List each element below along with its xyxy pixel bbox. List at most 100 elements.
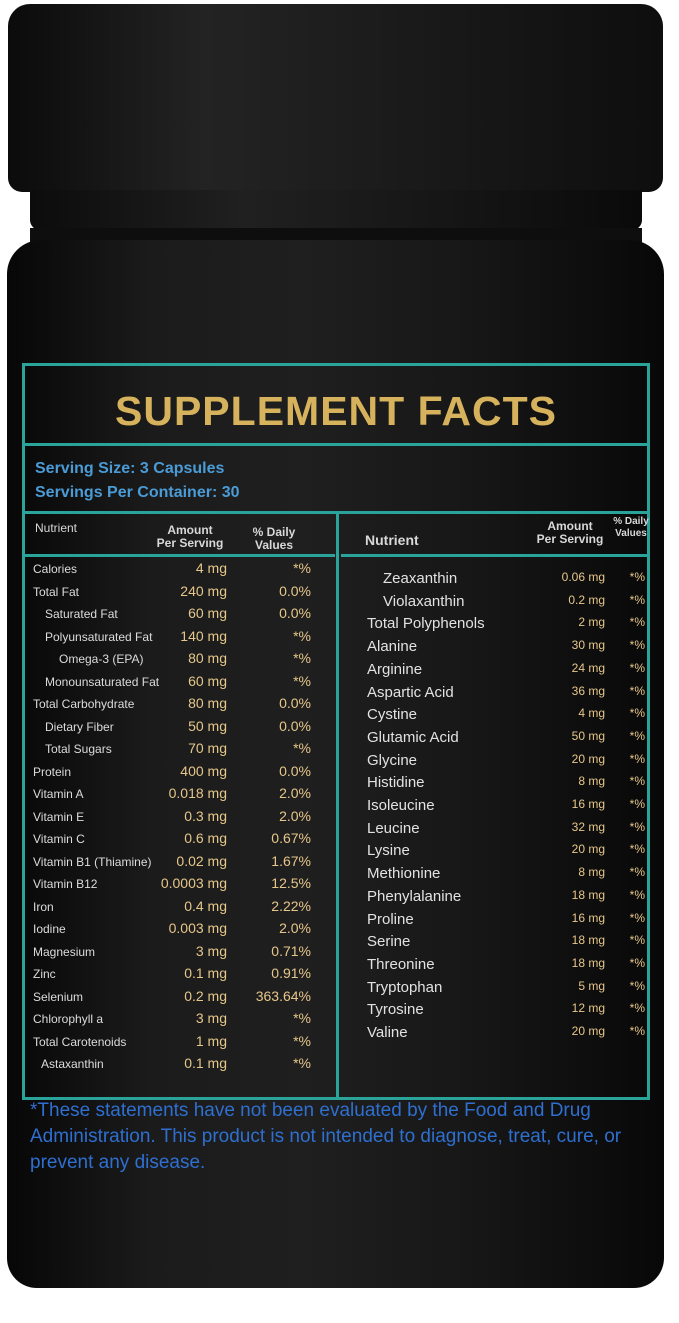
nutrient-name: Astaxanthin bbox=[41, 1057, 104, 1071]
left-nutrient-row: Vitamin B1 (Thiamine) 0.02 mg 1.67% bbox=[25, 853, 335, 875]
nutrient-name: Protein bbox=[33, 764, 72, 779]
nutrient-daily-value: *% bbox=[629, 592, 645, 607]
nutrient-name: Total Carbohydrate bbox=[33, 697, 135, 711]
nutrient-name: Iron bbox=[33, 899, 54, 914]
nutrient-amount: 18 mg bbox=[571, 955, 605, 970]
nutrient-daily-value: *% bbox=[629, 1001, 645, 1016]
nutrient-name: Zeaxanthin bbox=[383, 570, 458, 587]
nutrient-daily-value: 0.67% bbox=[271, 830, 311, 846]
nutrient-daily-value: *% bbox=[629, 774, 645, 789]
nutrient-amount: 5 mg bbox=[578, 978, 605, 993]
nutrient-daily-value: *% bbox=[629, 570, 645, 584]
nutrient-amount: 2 mg bbox=[578, 615, 605, 630]
nutrient-name: Chlorophyll a bbox=[33, 1012, 104, 1026]
nutrient-daily-value: 2.22% bbox=[271, 897, 311, 914]
nutrient-daily-value: 12.5% bbox=[271, 875, 311, 891]
nutrient-daily-value: *% bbox=[629, 842, 645, 857]
right-nutrient-row: Serine 18 mg *% bbox=[341, 933, 647, 955]
bottle-body bbox=[7, 240, 664, 1288]
nutrient-amount: 3 mg bbox=[195, 1010, 227, 1026]
nutrient-name: Vitamin C bbox=[33, 832, 85, 846]
nutrient-amount: 18 mg bbox=[571, 933, 605, 948]
nutrient-name: Methionine bbox=[367, 865, 441, 883]
nutrient-amount: 0.02 mg bbox=[176, 852, 227, 869]
nutrient-name: Selenium bbox=[33, 989, 84, 1004]
right-nutrient-row: Methionine 8 mg *% bbox=[341, 865, 647, 887]
nutrient-name: Iodine bbox=[33, 922, 66, 936]
right-nutrient-row: Threonine 18 mg *% bbox=[341, 956, 647, 978]
nutrient-name: Calories bbox=[33, 562, 78, 576]
nutrient-daily-value: 2.0% bbox=[279, 920, 311, 936]
nutrient-amount: 12 mg bbox=[571, 1001, 605, 1016]
nutrient-daily-value: *% bbox=[293, 1032, 311, 1049]
nutrient-amount: 4 mg bbox=[578, 706, 605, 721]
nutrient-name: Lysine bbox=[367, 842, 410, 860]
left-nutrient-row: Protein 400 mg 0.0% bbox=[25, 763, 335, 785]
nutrient-amount: 50 mg bbox=[571, 728, 605, 743]
nutrient-name: Magnesium bbox=[33, 944, 96, 959]
nutrient-amount: 32 mg bbox=[571, 819, 605, 834]
nutrient-amount: 0.3 mg bbox=[184, 807, 227, 824]
nutrient-name: Total Fat bbox=[33, 584, 80, 599]
right-nutrient-row: Histidine 8 mg *% bbox=[341, 774, 647, 796]
nutrient-name: Vitamin B12 bbox=[33, 877, 98, 891]
fda-disclaimer: *These statements have not been evaluate… bbox=[30, 1100, 622, 1173]
nutrient-amount: 0.6 mg bbox=[184, 830, 227, 846]
left-nutrient-row: Astaxanthin 0.1 mg *% bbox=[25, 1055, 335, 1077]
left-nutrient-row: Total Sugars 70 mg *% bbox=[25, 740, 335, 762]
left-nutrient-row: Vitamin E 0.3 mg 2.0% bbox=[25, 808, 335, 830]
nutrient-daily-value: *% bbox=[293, 1010, 311, 1026]
nutrient-name: Vitamin E bbox=[33, 809, 85, 824]
right-header-amount: Amount Per Serving bbox=[536, 519, 604, 546]
supplement-facts-panel: SUPPLEMENT FACTS Serving Size: 3 Capsule… bbox=[22, 363, 650, 1100]
nutrient-name: Leucine bbox=[367, 819, 420, 837]
serving-size: Serving Size: 3 Capsules bbox=[35, 460, 225, 477]
nutrient-name: Proline bbox=[367, 910, 414, 928]
nutrient-amount: 8 mg bbox=[578, 774, 605, 789]
left-nutrient-row: Vitamin B12 0.0003 mg 12.5% bbox=[25, 875, 335, 897]
nutrient-amount: 8 mg bbox=[578, 865, 605, 880]
left-nutrient-row: Saturated Fat 60 mg 0.0% bbox=[25, 605, 335, 627]
nutrient-name: Total Polyphenols bbox=[367, 615, 485, 633]
nutrient-name: Dietary Fiber bbox=[45, 719, 114, 734]
left-nutrient-row: Total Fat 240 mg 0.0% bbox=[25, 583, 335, 605]
left-nutrient-row: Omega-3 (EPA) 80 mg *% bbox=[25, 650, 335, 672]
nutrient-amount: 0.06 mg bbox=[561, 570, 605, 584]
nutrient-amount: 0.003 mg bbox=[168, 920, 227, 936]
nutrient-name: Polyunsaturated Fat bbox=[45, 629, 153, 644]
nutrient-amount: 240 mg bbox=[180, 582, 227, 599]
nutrient-amount: 0.1 mg bbox=[184, 1055, 227, 1071]
left-nutrient-row: Chlorophyll a 3 mg *% bbox=[25, 1010, 335, 1032]
nutrient-daily-value: *% bbox=[629, 706, 645, 721]
nutrient-amount: 60 mg bbox=[188, 672, 227, 689]
nutrient-daily-value: *% bbox=[629, 910, 645, 925]
nutrient-daily-value: *% bbox=[629, 1024, 645, 1038]
nutrient-name: Phenylalanine bbox=[367, 887, 462, 905]
nutrient-amount: 1 mg bbox=[195, 1032, 227, 1049]
nutrient-amount: 80 mg bbox=[188, 695, 227, 711]
left-nutrient-row: Selenium 0.2 mg 363.64% bbox=[25, 988, 335, 1010]
nutrient-name: Arginine bbox=[367, 660, 423, 678]
left-nutrient-row: Magnesium 3 mg 0.71% bbox=[25, 943, 335, 965]
right-nutrient-row: Leucine 32 mg *% bbox=[341, 820, 647, 842]
nutrient-daily-value: *% bbox=[629, 819, 645, 834]
nutrient-name: Aspartic Acid bbox=[367, 683, 454, 701]
right-nutrient-row: Violaxanthin 0.2 mg *% bbox=[341, 593, 647, 615]
nutrient-amount: 3 mg bbox=[195, 942, 227, 959]
left-nutrient-row: Total Carotenoids 1 mg *% bbox=[25, 1033, 335, 1055]
nutrient-amount: 60 mg bbox=[188, 605, 227, 621]
nutrient-name: Tryptophan bbox=[367, 978, 443, 996]
left-nutrient-row: Iron 0.4 mg 2.22% bbox=[25, 898, 335, 920]
left-nutrient-row: Total Carbohydrate 80 mg 0.0% bbox=[25, 695, 335, 717]
nutrient-daily-value: 363.64% bbox=[255, 987, 311, 1004]
left-nutrient-row: Vitamin A 0.018 mg 2.0% bbox=[25, 785, 335, 807]
nutrient-name: Serine bbox=[367, 933, 411, 951]
nutrient-daily-value: *% bbox=[629, 751, 645, 766]
nutrient-amount: 16 mg bbox=[571, 910, 605, 925]
left-nutrient-row: Monounsaturated Fat 60 mg *% bbox=[25, 673, 335, 695]
right-header-nutrient: Nutrient bbox=[365, 532, 419, 548]
nutrient-amount: 20 mg bbox=[571, 842, 605, 857]
nutrient-name: Valine bbox=[367, 1024, 408, 1041]
nutrient-name: Zinc bbox=[33, 967, 56, 981]
nutrient-daily-value: *% bbox=[629, 728, 645, 743]
